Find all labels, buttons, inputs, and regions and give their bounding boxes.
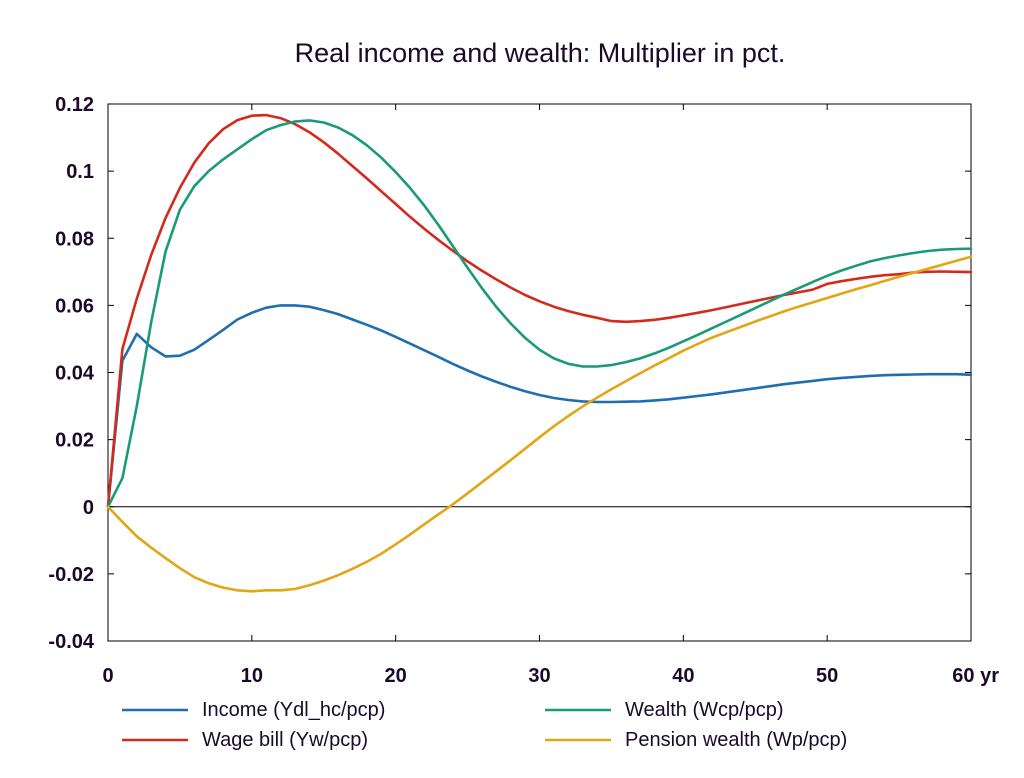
x-tick-label: 30 — [528, 665, 550, 687]
series-line-3 — [106, 119, 973, 509]
x-tick-label: 10 — [241, 665, 263, 687]
y-tick-label: 0.02 — [55, 430, 94, 452]
legend-label: Income (Ydl_hc/pcp) — [202, 699, 385, 721]
y-tick-label: -0.04 — [48, 631, 94, 653]
chart-title: Real income and wealth: Multiplier in pc… — [295, 38, 786, 68]
x-tick-label: 60 yr — [952, 665, 999, 687]
x-axis-ticks: 0 10 20 30 40 50 60 yr — [102, 104, 999, 687]
legend: Income (Ydl_hc/pcp) Wage bill (Yw/pcp) Wea… — [122, 699, 847, 751]
series-line-1 — [106, 304, 973, 509]
y-tick-label: 0.06 — [55, 295, 94, 317]
y-tick-label: 0.04 — [55, 363, 95, 385]
x-tick-label: 20 — [385, 665, 407, 687]
y-tick-label: 0 — [83, 497, 94, 519]
plot-frame — [107, 103, 972, 642]
legend-label: Wealth (Wcp/pcp) — [625, 699, 784, 721]
x-tick-label: 0 — [102, 665, 113, 687]
y-tick-label: -0.02 — [48, 564, 94, 586]
series-line-2 — [106, 113, 973, 509]
x-tick-label: 40 — [672, 665, 694, 687]
y-tick-label: 0.1 — [66, 161, 94, 183]
legend-label: Wage bill (Yw/pcp) — [202, 729, 368, 751]
y-axis-ticks: -0.04 -0.02 0 0.02 0.04 0.06 0.08 0.1 0.12 — [48, 94, 971, 653]
legend-label: Pension wealth (Wp/pcp) — [625, 729, 847, 751]
series-lines — [106, 113, 973, 593]
series-line-4 — [106, 255, 973, 593]
y-tick-label: 0.12 — [55, 94, 94, 116]
x-tick-label: 50 — [816, 665, 838, 687]
y-tick-label: 0.08 — [55, 228, 94, 250]
